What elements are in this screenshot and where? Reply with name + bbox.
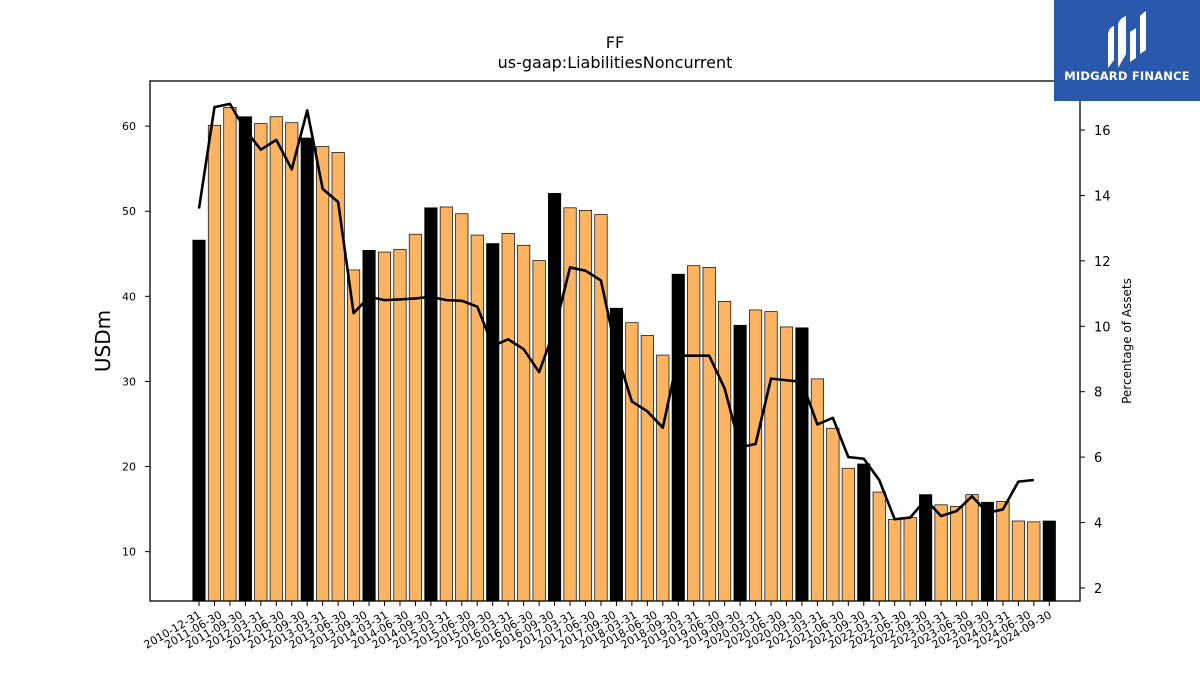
bar-2021-12-31 — [872, 491, 886, 602]
bar-2012-12-31 — [316, 146, 330, 602]
bar-2018-09-30 — [671, 273, 685, 602]
chart-title: FF — [605, 33, 625, 52]
bar-2022-03-31 — [888, 518, 902, 602]
bar-2014-12-31 — [439, 206, 453, 602]
y2-tick-label: 8 — [1094, 386, 1102, 401]
bar-2011-09-30 — [238, 116, 252, 602]
bar-2023-09-30 — [980, 501, 995, 602]
bar-2024-09-30 — [1042, 520, 1056, 602]
y2-tick-label: 12 — [1094, 255, 1111, 270]
y-axis-label: USDm — [91, 310, 115, 372]
bar-2017-12-31 — [625, 322, 639, 602]
y-tick-label: 50 — [122, 205, 136, 218]
bar-2012-03-31 — [269, 116, 283, 602]
y2-tick-label: 10 — [1094, 320, 1111, 335]
bar-2010-12-31 — [192, 239, 206, 602]
bar-2021-06-30 — [841, 467, 855, 602]
bar-2018-12-31 — [687, 265, 701, 602]
logo-text: MIDGARD FINANCE — [1064, 69, 1190, 83]
bar-2017-06-30 — [594, 214, 608, 602]
y-axis-right: 2 4 6 8 10 12 14 16 — [1080, 124, 1111, 597]
bar-2011-12-31 — [254, 123, 268, 602]
bar-2018-06-30 — [656, 354, 670, 602]
bar-2011-03-31 — [207, 124, 222, 602]
bar-2012-09-30 — [300, 137, 314, 602]
y-tick-label: 30 — [122, 375, 136, 388]
bar-2019-12-31 — [749, 309, 763, 602]
bar-2023-12-31 — [996, 501, 1010, 602]
line-series — [197, 102, 1034, 521]
bar-2015-09-30 — [486, 243, 500, 602]
bar-2020-03-31 — [764, 311, 778, 602]
bar-2019-06-30 — [718, 301, 732, 602]
bar-2019-03-31 — [702, 267, 716, 602]
bar-2014-09-30 — [424, 207, 438, 602]
chart-subtitle: us-gaap:LiabilitiesNoncurrent — [497, 53, 733, 72]
y-tick-label: 10 — [122, 546, 136, 559]
bar-2015-12-31 — [501, 232, 515, 602]
bar-2022-09-30 — [919, 494, 933, 602]
bar-2019-09-30 — [733, 324, 747, 602]
y2-axis-label: Percentage of Assets — [1120, 278, 1134, 404]
bar-2013-06-30 — [347, 269, 361, 602]
bar-2016-06-30 — [532, 260, 546, 602]
bar-2020-09-30 — [795, 327, 809, 602]
bar-2018-03-31 — [640, 335, 654, 602]
bar-2011-06-30 — [223, 107, 237, 602]
y-tick-label: 60 — [122, 120, 136, 133]
y-tick-label: 20 — [122, 461, 136, 474]
bar-2014-03-31 — [393, 249, 407, 602]
percentage-line — [197, 102, 1034, 521]
bar-2024-06-30 — [1027, 521, 1041, 602]
bar-2023-03-31 — [949, 506, 964, 602]
bar-series — [192, 107, 1056, 602]
bar-2013-03-31 — [331, 152, 345, 602]
y2-tick-label: 16 — [1094, 124, 1111, 139]
bar-2014-06-30 — [408, 233, 422, 602]
y2-tick-label: 2 — [1094, 582, 1102, 597]
midgard-logo-icon — [1108, 11, 1146, 68]
bar-2021-03-31 — [826, 427, 840, 602]
bar-2023-06-30 — [965, 494, 979, 602]
bar-2016-09-30 — [548, 192, 562, 602]
bar-2013-12-31 — [377, 251, 392, 602]
plot-frame — [149, 80, 1081, 602]
x-axis: 2010-12-312011-06-302011-09-302012-03-31… — [142, 601, 1054, 652]
y-tick-label: 40 — [122, 290, 136, 303]
bar-2012-06-30 — [285, 122, 299, 602]
bar-2022-06-30 — [903, 517, 917, 602]
y2-tick-label: 4 — [1094, 517, 1102, 532]
bar-2015-06-30 — [470, 234, 484, 602]
bar-2021-09-30 — [857, 463, 871, 602]
bar-2020-06-30 — [779, 326, 794, 602]
y2-tick-label: 14 — [1094, 189, 1111, 204]
y-axis-left: 10 20 30 40 50 60 — [122, 120, 150, 559]
bar-2016-03-31 — [517, 244, 531, 602]
bar-2024-03-31 — [1011, 520, 1025, 602]
brand-logo: MIDGARD FINANCE — [1054, 0, 1200, 101]
bar-2022-12-31 — [934, 504, 948, 602]
y2-tick-label: 6 — [1094, 451, 1102, 466]
bar-2015-03-31 — [455, 213, 469, 602]
